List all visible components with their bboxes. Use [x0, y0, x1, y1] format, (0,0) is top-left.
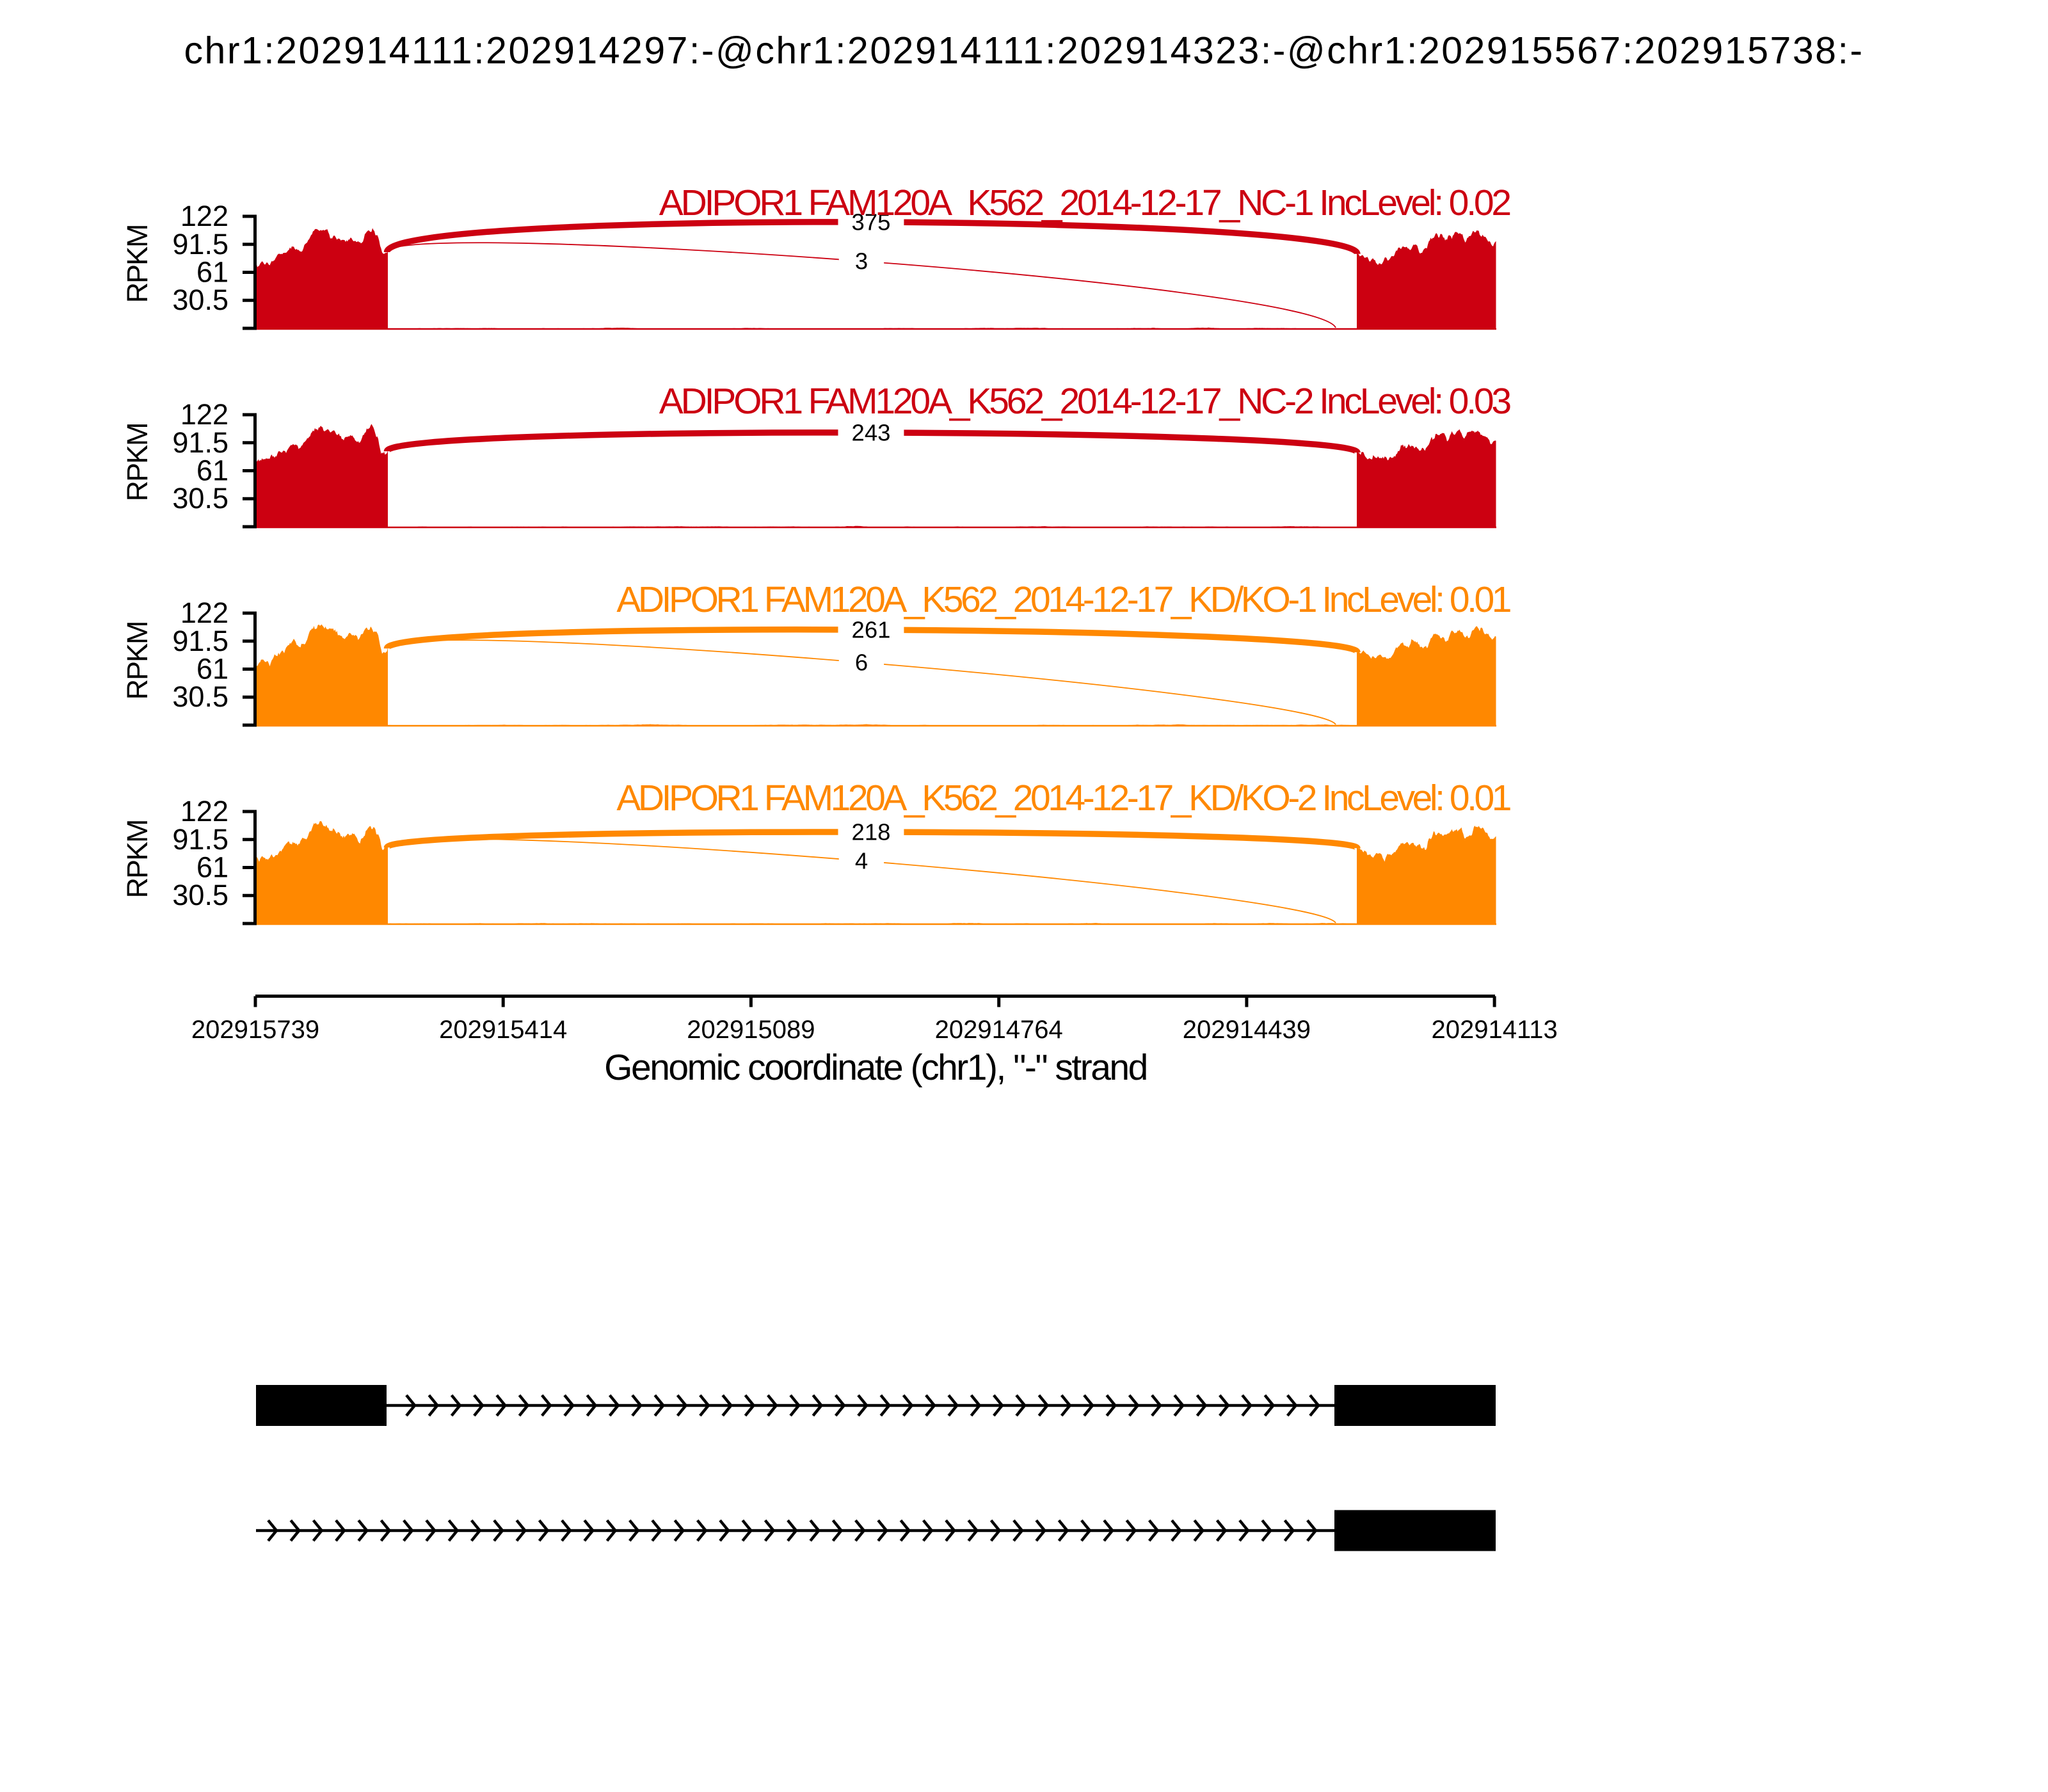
svg-text:RPKM: RPKM	[121, 423, 154, 501]
svg-text:30.5: 30.5	[172, 680, 228, 713]
svg-text:61: 61	[196, 454, 228, 487]
svg-text:chr1:202914111:202914297:-@chr: chr1:202914111:202914297:-@chr1:20291411…	[184, 29, 1864, 72]
svg-text:218: 218	[852, 819, 891, 845]
svg-text:122: 122	[180, 596, 228, 629]
svg-text:4: 4	[855, 848, 868, 874]
svg-text:61: 61	[196, 256, 228, 289]
svg-text:RPKM: RPKM	[121, 820, 154, 898]
svg-text:30.5: 30.5	[172, 284, 228, 316]
svg-text:91.5: 91.5	[172, 625, 228, 657]
svg-text:261: 261	[852, 617, 891, 643]
svg-text:91.5: 91.5	[172, 228, 228, 260]
svg-text:ADIPOR1 FAM120A_K562_2014-12-1: ADIPOR1 FAM120A_K562_2014-12-17_NC-1 Inc…	[659, 182, 1510, 223]
svg-text:202915414: 202915414	[439, 1016, 567, 1044]
svg-text:RPKM: RPKM	[121, 225, 154, 303]
svg-text:202914764: 202914764	[935, 1016, 1063, 1044]
svg-text:30.5: 30.5	[172, 482, 228, 515]
svg-text:ADIPOR1 FAM120A_K562_2014-12-1: ADIPOR1 FAM120A_K562_2014-12-17_NC-2 Inc…	[659, 381, 1511, 422]
svg-text:202914439: 202914439	[1183, 1016, 1311, 1044]
svg-text:6: 6	[855, 650, 868, 676]
svg-text:375: 375	[852, 209, 891, 236]
svg-text:30.5: 30.5	[172, 879, 228, 911]
svg-text:ADIPOR1 FAM120A_K562_2014-12-1: ADIPOR1 FAM120A_K562_2014-12-17_KD/KO-1 …	[616, 579, 1510, 620]
svg-text:202915089: 202915089	[687, 1016, 815, 1044]
svg-text:243: 243	[852, 420, 891, 446]
svg-text:61: 61	[196, 653, 228, 685]
svg-text:3: 3	[855, 248, 868, 275]
svg-text:91.5: 91.5	[172, 823, 228, 856]
svg-text:202914113: 202914113	[1431, 1016, 1557, 1044]
svg-text:91.5: 91.5	[172, 426, 228, 459]
svg-text:122: 122	[180, 200, 228, 232]
svg-text:RPKM: RPKM	[121, 621, 154, 700]
svg-text:ADIPOR1 FAM120A_K562_2014-12-1: ADIPOR1 FAM120A_K562_2014-12-17_KD/KO-2 …	[616, 778, 1510, 819]
svg-text:Genomic coordinate (chr1), "-": Genomic coordinate (chr1), "-" strand	[604, 1047, 1147, 1088]
svg-text:122: 122	[180, 398, 228, 431]
svg-text:61: 61	[196, 851, 228, 884]
svg-text:202915739: 202915739	[191, 1016, 319, 1044]
svg-text:122: 122	[180, 795, 228, 828]
